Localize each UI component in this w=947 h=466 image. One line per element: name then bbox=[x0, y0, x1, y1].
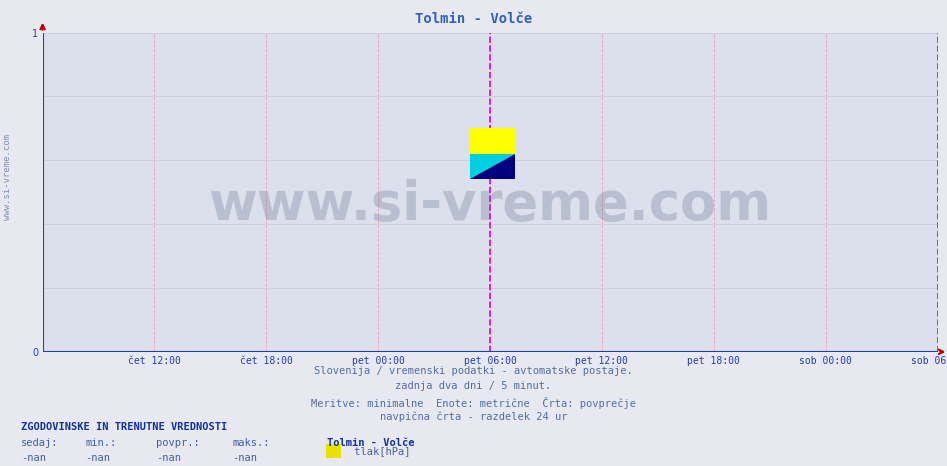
Text: -nan: -nan bbox=[21, 453, 45, 463]
Text: ZGODOVINSKE IN TRENUTNE VREDNOSTI: ZGODOVINSKE IN TRENUTNE VREDNOSTI bbox=[21, 422, 227, 432]
Text: Tolmin - Volče: Tolmin - Volče bbox=[327, 438, 414, 448]
Text: -nan: -nan bbox=[156, 453, 181, 463]
Polygon shape bbox=[471, 154, 515, 179]
Text: maks.:: maks.: bbox=[232, 438, 270, 448]
Text: zadnja dva dni / 5 minut.: zadnja dva dni / 5 minut. bbox=[396, 381, 551, 391]
Text: min.:: min.: bbox=[85, 438, 116, 448]
Polygon shape bbox=[471, 154, 515, 179]
Text: -nan: -nan bbox=[85, 453, 110, 463]
Text: navpična črta - razdelek 24 ur: navpična črta - razdelek 24 ur bbox=[380, 412, 567, 423]
Text: tlak[hPa]: tlak[hPa] bbox=[348, 445, 410, 456]
Bar bbox=[471, 129, 515, 154]
Text: -nan: -nan bbox=[232, 453, 257, 463]
Text: povpr.:: povpr.: bbox=[156, 438, 200, 448]
Text: www.si-vreme.com: www.si-vreme.com bbox=[208, 179, 772, 231]
Text: sedaj:: sedaj: bbox=[21, 438, 59, 448]
Text: www.si-vreme.com: www.si-vreme.com bbox=[3, 134, 12, 220]
Text: Slovenija / vremenski podatki - avtomatske postaje.: Slovenija / vremenski podatki - avtomats… bbox=[314, 366, 633, 376]
Text: Meritve: minimalne  Enote: metrične  Črta: povprečje: Meritve: minimalne Enote: metrične Črta:… bbox=[311, 397, 636, 409]
Text: Tolmin - Volče: Tolmin - Volče bbox=[415, 12, 532, 26]
